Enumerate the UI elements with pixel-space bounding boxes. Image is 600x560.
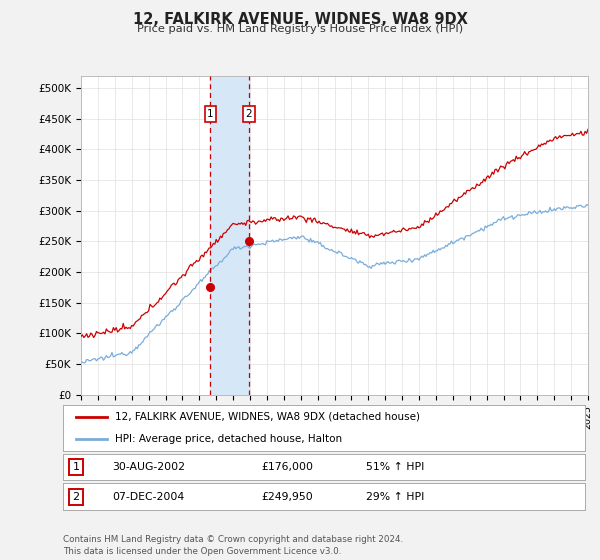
Text: HPI: Average price, detached house, Halton: HPI: Average price, detached house, Halt… [115, 434, 343, 444]
Text: 12, FALKIRK AVENUE, WIDNES, WA8 9DX: 12, FALKIRK AVENUE, WIDNES, WA8 9DX [133, 12, 467, 27]
Text: 30-AUG-2002: 30-AUG-2002 [113, 462, 185, 472]
Text: 1: 1 [207, 109, 214, 119]
Text: 2: 2 [73, 492, 80, 502]
Text: 29% ↑ HPI: 29% ↑ HPI [366, 492, 424, 502]
Text: 07-DEC-2004: 07-DEC-2004 [113, 492, 185, 502]
Text: 12, FALKIRK AVENUE, WIDNES, WA8 9DX (detached house): 12, FALKIRK AVENUE, WIDNES, WA8 9DX (det… [115, 412, 420, 422]
Text: 2: 2 [245, 109, 252, 119]
Text: Price paid vs. HM Land Registry's House Price Index (HPI): Price paid vs. HM Land Registry's House … [137, 24, 463, 34]
Text: Contains HM Land Registry data © Crown copyright and database right 2024.
This d: Contains HM Land Registry data © Crown c… [63, 535, 403, 556]
Text: 1: 1 [73, 462, 80, 472]
Text: 51% ↑ HPI: 51% ↑ HPI [366, 462, 424, 472]
Text: £249,950: £249,950 [262, 492, 313, 502]
Text: £176,000: £176,000 [262, 462, 313, 472]
Bar [211, 76, 249, 395]
